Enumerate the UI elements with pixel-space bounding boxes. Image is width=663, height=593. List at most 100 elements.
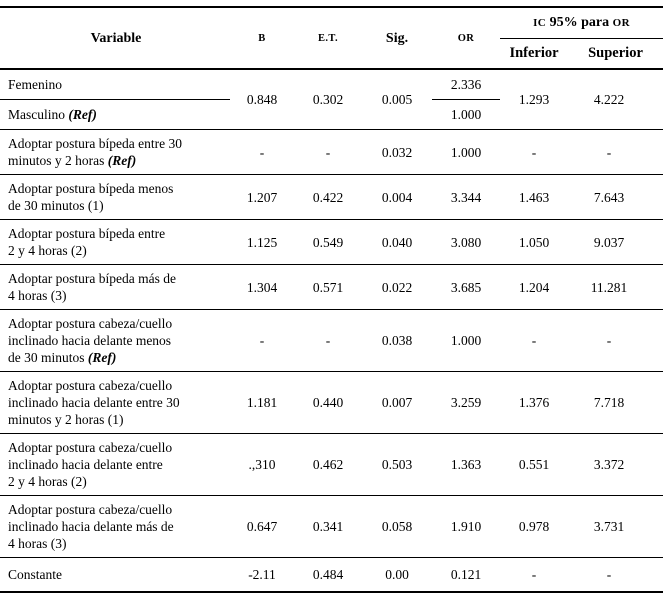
cell-or: 3.344 xyxy=(432,174,500,220)
cell-variable: Adoptar postura bípeda más de 4 horas (3… xyxy=(0,264,230,310)
variable-label: Adoptar postura bípeda entre 30 minutos … xyxy=(8,136,182,168)
cell-superior: 7.718 xyxy=(568,371,663,434)
cell-or: 2.336 xyxy=(432,69,500,100)
cell-or: 3.080 xyxy=(432,219,500,265)
cell-b: 1.207 xyxy=(230,174,294,220)
cell-or: 1.000 xyxy=(432,99,500,130)
ref-tag: (Ref) xyxy=(107,153,137,168)
cell-inferior: 0.551 xyxy=(500,433,568,496)
cell-inferior: 1.376 xyxy=(500,371,568,434)
table-row: Adoptar postura bípeda más de 4 horas (3… xyxy=(0,264,663,310)
cell-superior: - xyxy=(568,309,663,372)
cell-inferior: 1.050 xyxy=(500,219,568,265)
cell-superior: 7.643 xyxy=(568,174,663,220)
cell-et: 0.462 xyxy=(294,433,362,496)
cell-variable: Adoptar postura cabeza/cuello inclinado … xyxy=(0,495,230,558)
cell-variable: Masculino (Ref) xyxy=(0,99,230,130)
cell-variable: Adoptar postura bípeda entre 30 minutos … xyxy=(0,129,230,175)
cell-sig: 0.005 xyxy=(362,69,432,130)
cell-b: 1.125 xyxy=(230,219,294,265)
cell-b: 0.848 xyxy=(230,69,294,130)
cell-sig: 0.004 xyxy=(362,174,432,220)
header-or: OR xyxy=(432,7,500,69)
cell-sig: 0.040 xyxy=(362,219,432,265)
variable-label: Femenino xyxy=(8,77,62,92)
cell-or: 3.685 xyxy=(432,264,500,310)
header-b-label: B xyxy=(258,33,266,44)
variable-label: Adoptar postura cabeza/cuello inclinado … xyxy=(8,316,173,365)
cell-et: 0.571 xyxy=(294,264,362,310)
cell-et: 0.422 xyxy=(294,174,362,220)
table-row: Adoptar postura bípeda entre 30 minutos … xyxy=(0,129,663,175)
header-et-label: E.T. xyxy=(317,33,339,44)
cell-et: 0.440 xyxy=(294,371,362,434)
table-row: Adoptar postura cabeza/cuello inclinado … xyxy=(0,371,663,434)
variable-label: Adoptar postura bípeda más de 4 horas (3… xyxy=(8,271,176,303)
header-ic-abbr: IC xyxy=(533,17,547,29)
cell-superior: 4.222 xyxy=(568,69,663,130)
cell-inferior: 0.978 xyxy=(500,495,568,558)
cell-or: 1.000 xyxy=(432,129,500,175)
cell-variable: Femenino xyxy=(0,69,230,100)
cell-inferior: 1.204 xyxy=(500,264,568,310)
cell-variable: Adoptar postura bípeda menos de 30 minut… xyxy=(0,174,230,220)
cell-b: - xyxy=(230,129,294,175)
cell-sig: 0.058 xyxy=(362,495,432,558)
cell-sig: 0.00 xyxy=(385,567,409,582)
table-row-femenino: Femenino 0.848 0.302 0.005 2.336 1.293 4… xyxy=(0,69,663,130)
cell-sig: 0.032 xyxy=(362,129,432,175)
cell-or: 1.363 xyxy=(432,433,500,496)
cell-variable: Adoptar postura cabeza/cuello inclinado … xyxy=(0,371,230,434)
header-variable: Variable xyxy=(90,30,142,46)
header-ic-or-abbr: OR xyxy=(612,17,630,29)
cell-superior: 3.372 xyxy=(568,433,663,496)
table-row: Adoptar postura bípeda entre 2 y 4 horas… xyxy=(0,219,663,265)
header-row-2: Inferior Superior xyxy=(0,39,663,70)
cell-inferior: - xyxy=(500,309,568,372)
variable-label: Adoptar postura cabeza/cuello inclinado … xyxy=(8,440,173,489)
cell-inferior: 1.293 xyxy=(500,69,568,130)
cell-et: 0.549 xyxy=(294,219,362,265)
cell-b: 1.304 xyxy=(230,264,294,310)
variable-label: Constante xyxy=(8,567,62,582)
cell-superior: 3.731 xyxy=(568,495,663,558)
variable-label: Masculino xyxy=(8,107,65,122)
cell-sig: 0.022 xyxy=(362,264,432,310)
regression-table: Variable B E.T. Sig. OR IC 95% para OR I… xyxy=(0,6,663,593)
variable-label: Adoptar postura bípeda entre 2 y 4 horas… xyxy=(8,226,166,258)
table-row: Adoptar postura cabeza/cuello inclinado … xyxy=(0,309,663,372)
cell-et: 0.484 xyxy=(312,567,344,582)
variable-label: Adoptar postura cabeza/cuello inclinado … xyxy=(8,378,180,427)
header-et: E.T. xyxy=(294,7,362,69)
cell-or: 0.121 xyxy=(450,567,482,582)
cell-variable: Constante xyxy=(0,558,230,593)
cell-superior: - xyxy=(568,129,663,175)
cell-or: 1.910 xyxy=(432,495,500,558)
table-header: Variable B E.T. Sig. OR IC 95% para OR I… xyxy=(0,7,663,69)
cell-b: - xyxy=(230,309,294,372)
cell-variable: Adoptar postura cabeza/cuello inclinado … xyxy=(0,433,230,496)
cell-sig: 0.503 xyxy=(362,433,432,496)
cell-inferior: - xyxy=(500,129,568,175)
cell-et: 0.341 xyxy=(294,495,362,558)
variable-label: Adoptar postura cabeza/cuello inclinado … xyxy=(8,502,174,551)
cell-superior: - xyxy=(606,567,612,582)
header-ic-mid: 95% para xyxy=(549,15,610,30)
cell-inferior: 1.463 xyxy=(500,174,568,220)
cell-et: - xyxy=(294,309,362,372)
variable-label: Adoptar postura bípeda menos de 30 minut… xyxy=(8,181,174,213)
cell-or: 3.259 xyxy=(432,371,500,434)
header-inferior: Inferior xyxy=(509,45,559,61)
cell-et: - xyxy=(294,129,362,175)
cell-superior: 11.281 xyxy=(568,264,663,310)
cell-b: 0.647 xyxy=(230,495,294,558)
ref-tag: (Ref) xyxy=(87,350,117,365)
table-row-constante: Constante -2.11 0.484 0.00 0.121 - - xyxy=(0,558,663,593)
table-row-masculino: Masculino (Ref) 1.000 xyxy=(0,99,663,130)
header-ic-group: IC 95% para OR xyxy=(500,7,663,39)
ref-tag: (Ref) xyxy=(68,107,97,122)
cell-b: 1.181 xyxy=(230,371,294,434)
cell-or: 1.000 xyxy=(432,309,500,372)
table-row: Adoptar postura bípeda menos de 30 minut… xyxy=(0,174,663,220)
